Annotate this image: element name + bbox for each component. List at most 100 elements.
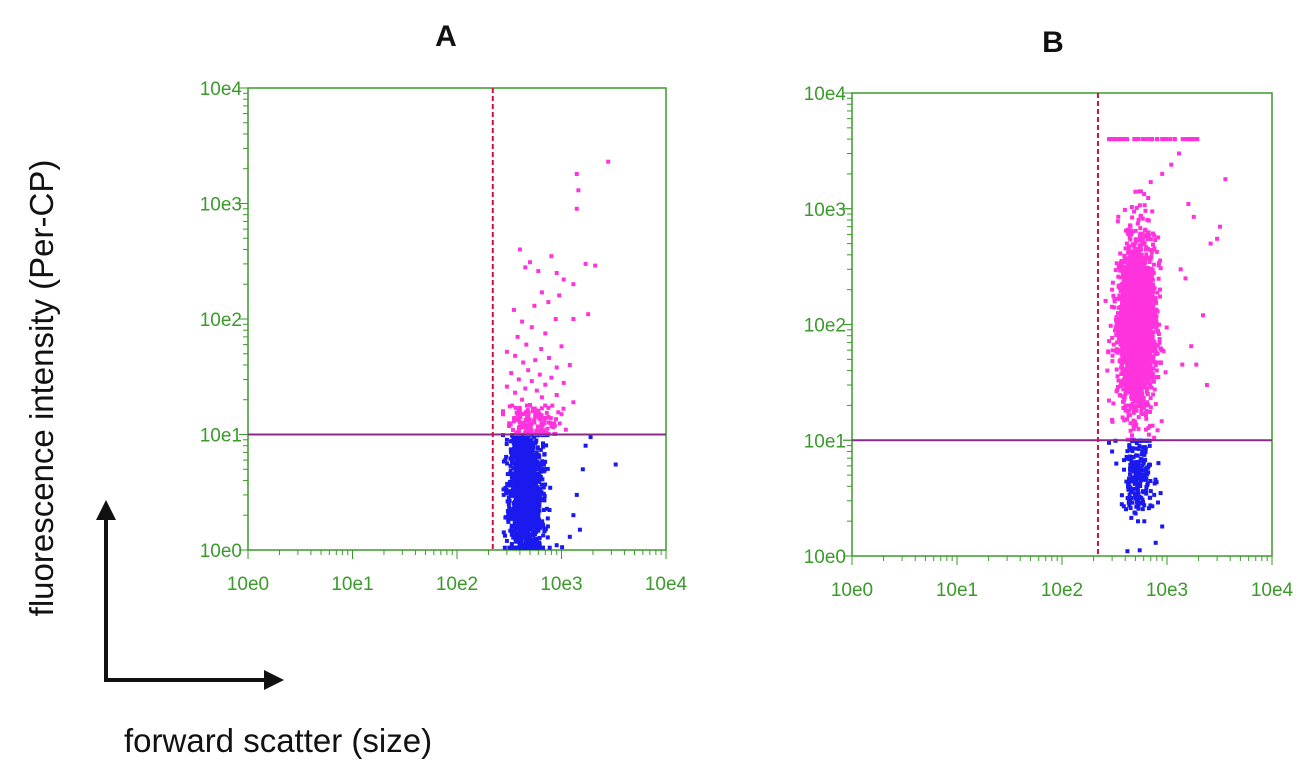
- data-point: [518, 496, 523, 501]
- data-point: [1129, 360, 1134, 365]
- data-point: [540, 477, 545, 482]
- data-point: [511, 489, 515, 494]
- data-point: [574, 492, 579, 497]
- axis-ticks: [843, 92, 1273, 565]
- data-point: [1128, 224, 1133, 229]
- data-point: [1143, 473, 1147, 478]
- data-point: [531, 409, 535, 414]
- data-point: [539, 462, 544, 467]
- data-point: [1132, 330, 1137, 335]
- data-point: [1126, 485, 1131, 490]
- data-point: [1124, 479, 1129, 484]
- data-point: [1153, 350, 1158, 354]
- data-point: [1145, 355, 1150, 359]
- data-point: [1144, 485, 1149, 490]
- data-point: [1120, 364, 1125, 369]
- data-point: [1121, 273, 1125, 278]
- data-point: [1133, 399, 1138, 404]
- data-point: [574, 172, 579, 176]
- data-point: [536, 408, 541, 413]
- data-point: [1110, 348, 1115, 353]
- data-point: [1153, 352, 1158, 357]
- data-point: [1128, 325, 1133, 330]
- data-point: [1134, 378, 1139, 383]
- data-point: [537, 542, 542, 547]
- data-point: [519, 515, 524, 520]
- data-point: [514, 468, 519, 473]
- data-point: [1146, 246, 1151, 251]
- data-point: [1159, 419, 1164, 424]
- data-point: [1140, 240, 1145, 245]
- data-point: [1110, 304, 1114, 309]
- data-point: [528, 260, 532, 265]
- data-point: [538, 447, 543, 452]
- data-point: [1142, 449, 1147, 454]
- data-point: [1133, 294, 1138, 299]
- data-point: [1121, 317, 1126, 322]
- data-point: [1133, 312, 1138, 317]
- data-point: [1141, 357, 1146, 362]
- data-point: [1140, 507, 1145, 512]
- data-point: [1127, 403, 1132, 408]
- data-point: [526, 543, 531, 548]
- data-point: [1125, 322, 1130, 327]
- data-point: [1122, 418, 1127, 423]
- data-point: [1122, 405, 1127, 410]
- data-point: [518, 421, 523, 426]
- data-point: [508, 512, 513, 517]
- data-point: [532, 483, 537, 488]
- data-point: [530, 459, 535, 464]
- data-point: [530, 537, 534, 542]
- data-point: [527, 503, 532, 508]
- data-point: [536, 269, 541, 274]
- data-point: [541, 467, 546, 472]
- data-point: [513, 461, 518, 465]
- data-point: [543, 403, 548, 408]
- data-point: [1114, 367, 1119, 372]
- data-point: [557, 421, 562, 426]
- data-point: [1125, 417, 1129, 422]
- data-point: [509, 532, 514, 537]
- data-point: [1124, 308, 1129, 313]
- data-point: [1148, 180, 1153, 185]
- data-point: [1118, 339, 1123, 344]
- data-point: [1139, 456, 1144, 461]
- data-point: [1138, 269, 1143, 274]
- data-point: [524, 428, 529, 433]
- data-point: [528, 425, 533, 430]
- data-point: [540, 545, 545, 550]
- data-point: [1127, 337, 1132, 342]
- data-point: [519, 519, 524, 524]
- data-point: [1125, 549, 1130, 554]
- data-point: [1132, 390, 1136, 395]
- data-point: [1113, 325, 1118, 330]
- data-point: [528, 535, 533, 540]
- data-point: [523, 417, 528, 422]
- data-point: [527, 419, 531, 424]
- data-point: [1114, 347, 1119, 352]
- data-point: [534, 540, 539, 545]
- data-point: [1149, 343, 1154, 347]
- data-point: [1138, 243, 1143, 248]
- data-point: [1126, 281, 1131, 286]
- data-point: [526, 438, 531, 443]
- data-point: [529, 422, 534, 427]
- data-point: [513, 405, 518, 410]
- data-point: [1118, 263, 1123, 268]
- data-point: [532, 490, 537, 495]
- data-point: [514, 516, 519, 521]
- data-point: [1141, 359, 1146, 364]
- data-point: [501, 492, 506, 497]
- data-point: [1121, 334, 1126, 339]
- data-point: [1147, 424, 1152, 429]
- data-point: [1144, 371, 1149, 376]
- data-point: [1127, 245, 1132, 250]
- data-point: [1133, 307, 1137, 312]
- data-point: [1129, 268, 1134, 273]
- data-point: [561, 380, 566, 385]
- data-point: [523, 534, 528, 539]
- data-point: [1134, 205, 1139, 210]
- y-tick-label: 10e1: [804, 431, 846, 452]
- data-point: [532, 434, 536, 439]
- data-point: [1137, 309, 1141, 314]
